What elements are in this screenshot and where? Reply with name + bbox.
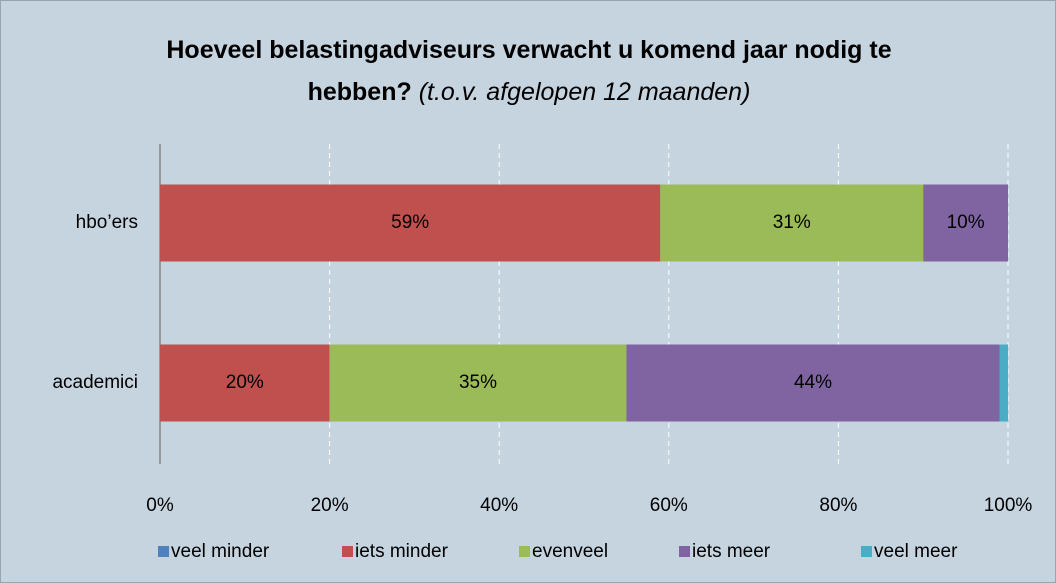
- data-label: 44%: [794, 372, 832, 393]
- legend-label: veel minder: [171, 541, 270, 562]
- bar-segment: [160, 344, 330, 422]
- legend-swatch: [158, 546, 169, 557]
- bar-segment: [160, 184, 661, 262]
- y-tick-label: hbo’ers: [76, 212, 138, 233]
- x-tick-label: 40%: [480, 495, 518, 516]
- data-label: 59%: [391, 212, 429, 233]
- x-tick-label: 100%: [984, 495, 1033, 516]
- bar-segment: [999, 344, 1008, 422]
- legend-swatch: [861, 546, 872, 557]
- bar-segment: [329, 344, 627, 422]
- x-tick-label: 80%: [819, 495, 857, 516]
- bar-segment: [923, 184, 1008, 262]
- legend-label: veel meer: [874, 541, 958, 562]
- legend-label: iets minder: [355, 541, 449, 562]
- title-text: Hoeveel belastingadviseurs verwacht u ko…: [166, 36, 892, 106]
- x-tick-label: 20%: [311, 495, 349, 516]
- x-tick-label: 0%: [146, 495, 174, 516]
- data-label: 20%: [226, 372, 264, 393]
- legend-label: iets meer: [692, 541, 771, 562]
- chart-title: Hoeveel belastingadviseurs verwacht u ko…: [121, 29, 937, 113]
- legend-label: evenveel: [532, 541, 608, 562]
- bar-segment: [626, 344, 1000, 422]
- legend-swatch: [679, 546, 690, 557]
- data-label: 10%: [947, 212, 985, 233]
- data-label: 35%: [459, 372, 497, 393]
- legend-swatch: [519, 546, 530, 557]
- legend-swatch: [342, 546, 353, 557]
- y-tick-label: academici: [52, 372, 138, 393]
- bar-segment: [660, 184, 924, 262]
- title-note: (t.o.v. afgelopen 12 maanden): [418, 78, 751, 106]
- x-tick-label: 60%: [650, 495, 688, 516]
- data-label: 31%: [773, 212, 811, 233]
